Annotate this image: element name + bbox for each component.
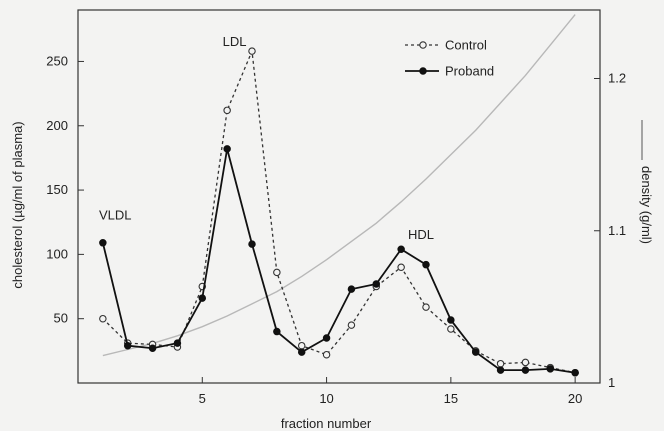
annotation-hdl: HDL	[408, 227, 434, 242]
legend-proband-marker	[419, 67, 427, 75]
control-point	[521, 358, 530, 367]
y2-tick-label: 1.2	[608, 71, 626, 86]
proband-point	[273, 327, 281, 336]
y-tick-label: 150	[46, 182, 68, 197]
y-tick-label: 200	[46, 118, 68, 133]
legend-control-label: Control	[445, 38, 487, 53]
y2-tick-label: 1.1	[608, 223, 626, 238]
control-point	[273, 268, 281, 277]
x-tick-label: 15	[444, 391, 458, 406]
x-tick-label: 5	[199, 391, 206, 406]
proband-point	[322, 334, 331, 342]
proband-point	[223, 145, 231, 153]
control-point	[347, 321, 356, 329]
legend-proband-label: Proband	[445, 64, 494, 79]
proband-point	[447, 316, 455, 324]
y2-axis-label: density (g/ml)	[639, 166, 654, 244]
annotation-vldl: VLDL	[99, 208, 132, 223]
proband-point	[347, 285, 356, 293]
plot-frame	[77, 9, 601, 384]
proband-point	[148, 344, 157, 353]
y2-tick-label: 1	[608, 375, 615, 390]
control-point	[397, 263, 405, 271]
proband-point	[123, 341, 132, 350]
proband-point	[397, 245, 405, 253]
control-point	[496, 359, 505, 368]
proband-point	[422, 260, 430, 269]
legend-control-marker	[419, 41, 427, 49]
y-axis-label: cholesterol (µg/ml of plasma)	[10, 121, 25, 288]
control-line	[102, 48, 576, 374]
density-curve	[102, 14, 576, 357]
proband-point	[372, 280, 381, 288]
proband-line	[101, 148, 576, 374]
proband-point	[546, 365, 555, 373]
proband-point	[521, 366, 530, 374]
control-point	[223, 106, 231, 115]
annotation-ldl: LDL	[223, 34, 247, 49]
control-point	[248, 47, 256, 55]
x-tick-label: 10	[319, 391, 333, 406]
proband-point	[496, 366, 505, 374]
control-point	[99, 314, 107, 323]
proband-point	[248, 240, 256, 248]
proband-point	[571, 368, 579, 377]
y-tick-label: 50	[54, 311, 68, 326]
control-point	[322, 350, 331, 359]
x-tick-label: 20	[568, 391, 582, 406]
control-point	[447, 325, 455, 333]
control-point	[297, 341, 306, 350]
proband-point	[173, 339, 182, 347]
proband-point	[198, 294, 207, 302]
proband-point	[297, 348, 306, 356]
proband-point	[471, 348, 480, 356]
y-tick-label: 100	[46, 246, 68, 261]
proband-point	[99, 239, 107, 247]
y-tick-label: 250	[46, 53, 68, 68]
control-point	[422, 303, 430, 311]
x-axis-label: fraction number	[281, 416, 372, 431]
